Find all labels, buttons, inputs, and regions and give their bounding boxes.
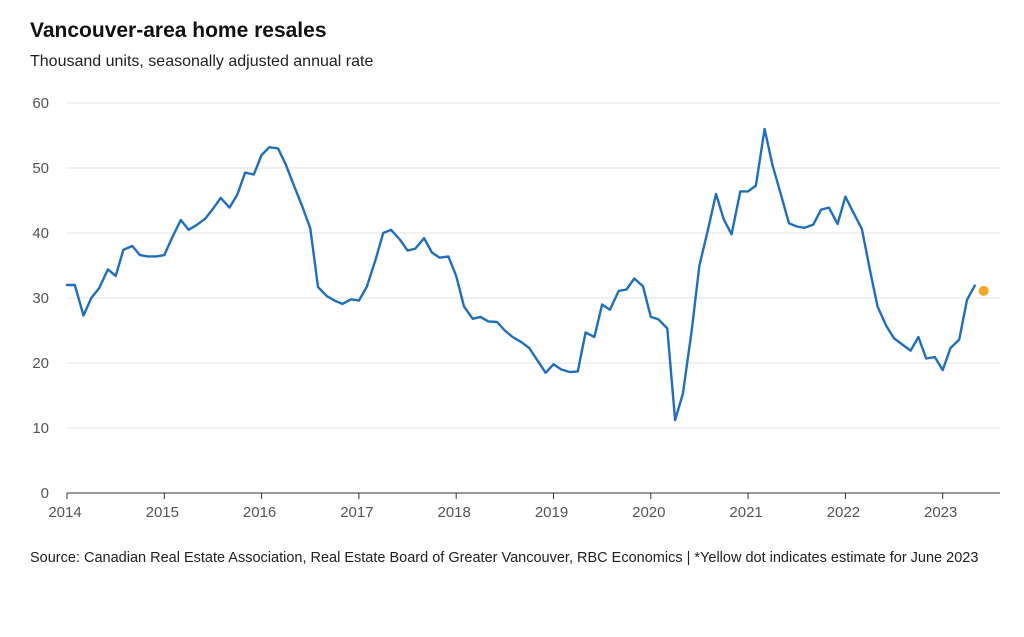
chart-subtitle: Thousand units, seasonally adjusted annu… — [30, 53, 374, 70]
y-axis-ticks: 0 10 20 30 40 50 60 — [32, 95, 49, 502]
x-tick-label: 2017 — [340, 504, 373, 521]
y-tick-label: 60 — [32, 95, 49, 112]
x-tick-label: 2014 — [48, 504, 81, 521]
x-tick-label: 2023 — [924, 504, 957, 521]
x-tick-label: 2019 — [535, 504, 568, 521]
x-axis: 2014 2015 2016 2017 2018 2019 2020 2021 2022 2023 — [48, 492, 1000, 521]
y-tick-label: 10 — [32, 420, 49, 437]
gridlines — [67, 102, 1000, 429]
x-tick-label: 2016 — [243, 504, 276, 521]
series-line — [65, 127, 976, 422]
chart-title: Vancouver-area home resales — [30, 19, 327, 42]
series-layer — [65, 127, 989, 422]
x-tick-label: 2018 — [438, 504, 471, 521]
estimate-point — [978, 285, 989, 296]
y-tick-label: 30 — [32, 290, 49, 307]
source-note: Source: Canadian Real Estate Association… — [30, 550, 979, 566]
x-tick-label: 2021 — [729, 504, 762, 521]
y-tick-label: 40 — [32, 225, 49, 242]
x-tick-label: 2020 — [632, 504, 665, 521]
x-tick-label: 2022 — [827, 504, 860, 521]
y-tick-label: 0 — [41, 485, 49, 502]
x-tick-label: 2015 — [146, 504, 179, 521]
y-tick-label: 50 — [32, 160, 49, 177]
y-tick-label: 20 — [32, 355, 49, 372]
